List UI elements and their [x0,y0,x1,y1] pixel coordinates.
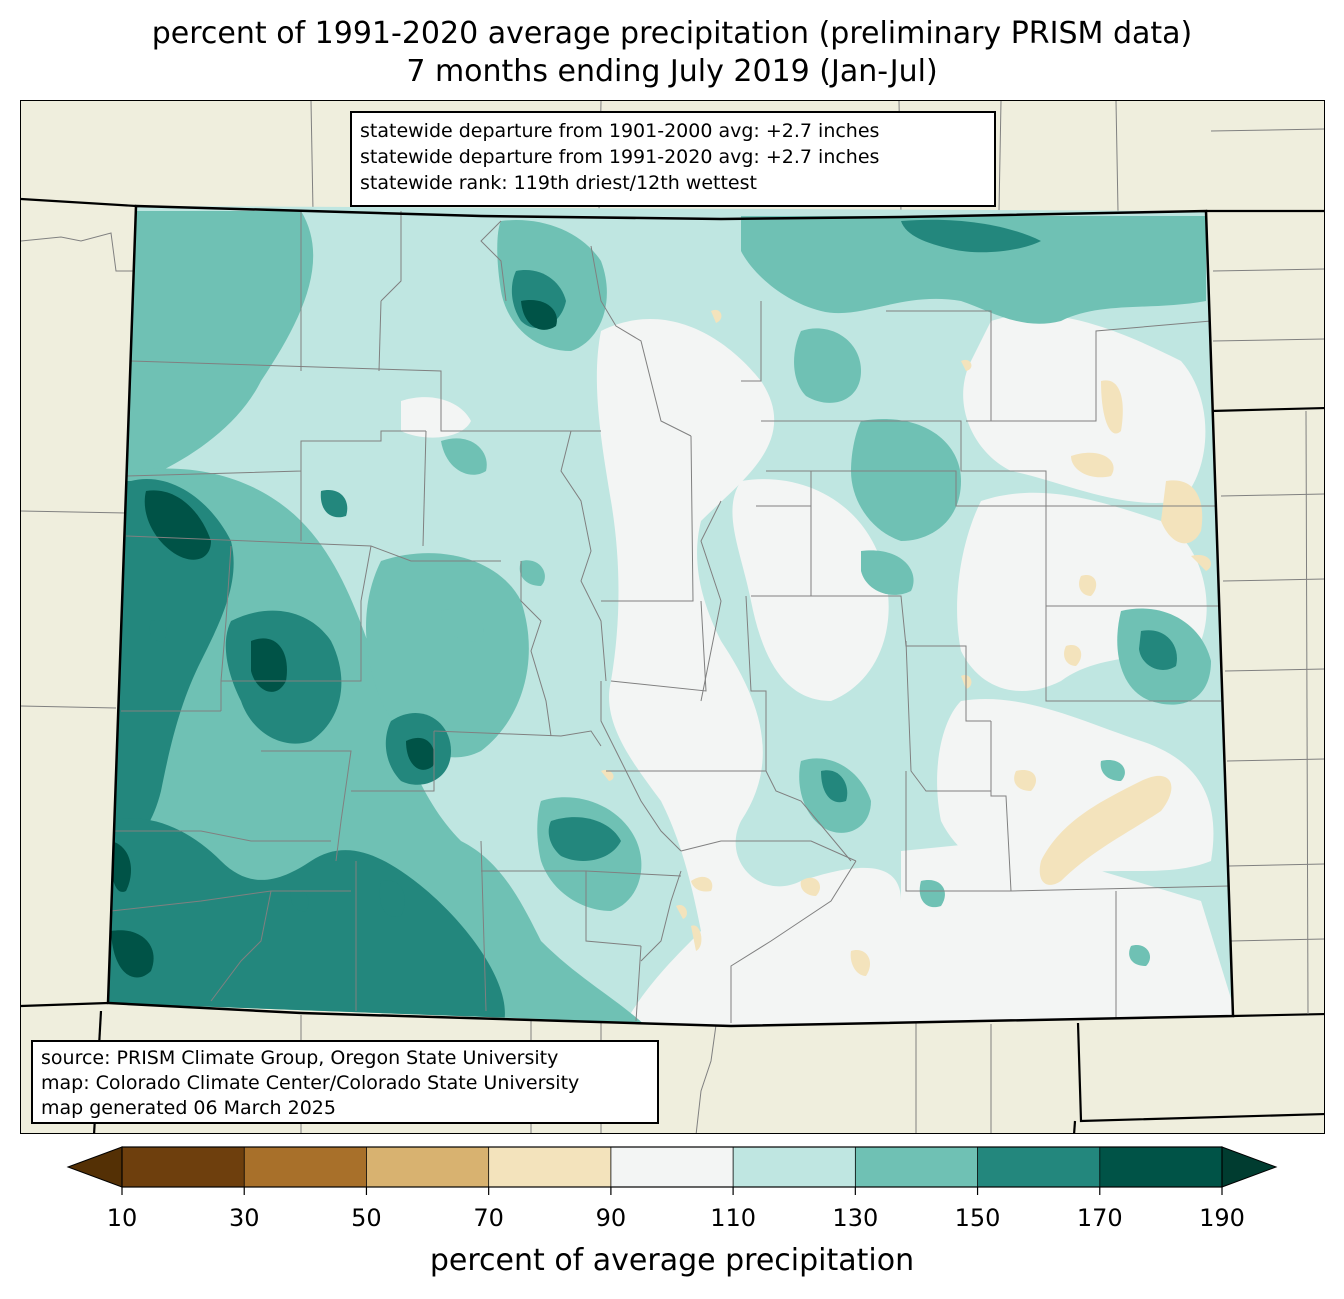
source-box: source: PRISM Climate Group, Oregon Stat… [31,1040,659,1124]
colorbar-tick-label: 90 [595,1204,627,1232]
colorbar-segment [855,1147,979,1187]
colorbar-segment [244,1147,367,1187]
colorbar-segment [977,1147,1101,1187]
colorbar-label: percent of average precipitation [429,1243,915,1278]
colorbar-tick-label: 70 [473,1204,504,1232]
colorbar-segment [366,1147,490,1187]
source-line: source: PRISM Climate Group, Oregon Stat… [41,1047,559,1069]
stats-departure-1991: statewide departure from 1991-2020 avg: … [360,146,880,168]
map-credit-line: map: Colorado Climate Center/Colorado St… [41,1072,580,1094]
colorbar-tick-label: 150 [954,1204,1001,1232]
colorbar-tick-label: 10 [106,1204,138,1232]
statewide-stats-box: statewide departure from 1901-2000 avg: … [350,111,996,207]
colorbar-over-arrow [1221,1146,1278,1188]
generated-date-line: map generated 06 March 2025 [41,1097,336,1119]
map-title-line1: percent of 1991-2020 average precipitati… [151,16,1193,51]
colorbar-tick-label: 130 [832,1204,879,1232]
colorbar-tick-label: 50 [351,1204,382,1232]
precip-field [108,206,1233,1026]
colorbar-tick-label: 30 [228,1204,260,1232]
colorado-border [106,204,1235,1028]
stats-rank: statewide rank: 119th driest/12th wettes… [360,172,757,194]
county-lines [110,211,1232,1023]
colorbar-tick-label: 170 [1076,1204,1123,1232]
colorbar-segment [733,1147,856,1187]
colorbar-under-arrow [66,1146,123,1188]
map-frame [20,100,1325,1134]
colorbar-outline [121,1146,1223,1188]
colorbar-segment [122,1147,245,1187]
colorbar-segment [488,1147,612,1187]
colorbar-tick-label: 190 [1199,1204,1245,1232]
colorbar-tick-label: 110 [710,1204,757,1232]
colorbar-segment [1099,1147,1223,1187]
precipitation-map [21,101,1324,1133]
stats-departure-1901: statewide departure from 1901-2000 avg: … [360,120,880,142]
colorbar-segment [610,1147,734,1187]
map-title-line2: 7 months ending July 2019 (Jan-Jul) [406,54,938,89]
